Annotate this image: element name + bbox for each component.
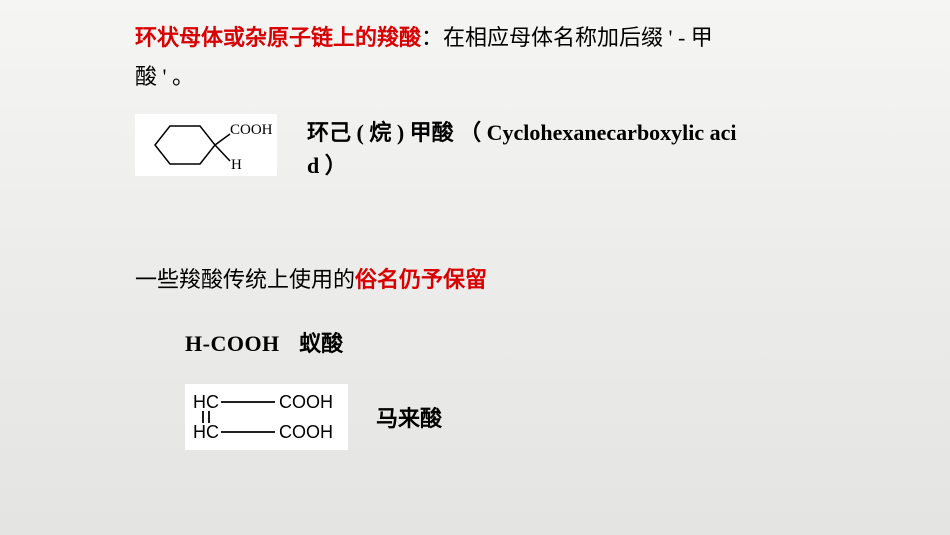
- maleic-cooh-bot: COOH: [279, 422, 333, 442]
- label-h: H: [231, 157, 242, 173]
- cyclohexane-name: 环己 ( 烷 ) 甲酸 （ Cyclohexanecarboxylic aci …: [307, 114, 737, 182]
- label-cooh: COOH: [230, 122, 273, 138]
- rule-line-2: 酸 ' 。: [135, 59, 815, 94]
- cyclohexane-name-line2: d ）: [307, 153, 347, 178]
- maleic-name: 马来酸: [376, 401, 442, 433]
- section-trivial-names: 一些羧酸传统上使用的俗名仍予保留 H-COOH 蚁酸 HC HC COOH: [135, 262, 815, 449]
- formic-name: 蚁酸: [299, 331, 343, 356]
- cyclohexane-name-line1: 环己 ( 烷 ) 甲酸 （ Cyclohexanecarboxylic aci: [307, 120, 737, 145]
- cyclohexane-structure: COOH H: [135, 114, 277, 176]
- formic-formula: H-COOH: [185, 331, 280, 356]
- maleic-hc-bot: HC: [193, 422, 219, 442]
- trivial-intro-red: 俗名仍予保留: [355, 267, 487, 292]
- slide-content: 环状母体或杂原子链上的羧酸：在相应母体名称加后缀 ' - 甲 酸 ' 。 COO…: [0, 0, 950, 450]
- formic-row: H-COOH 蚁酸: [185, 326, 815, 358]
- maleic-svg: HC HC COOH COOH: [185, 384, 348, 450]
- rule-prefix: 环状母体或杂原子链上的羧酸: [135, 25, 421, 50]
- rule-line-1: 环状母体或杂原子链上的羧酸：在相应母体名称加后缀 ' - 甲: [135, 20, 815, 55]
- trivial-intro-black: 一些羧酸传统上使用的: [135, 267, 355, 292]
- maleic-row: HC HC COOH COOH 马来酸: [185, 384, 815, 450]
- maleic-structure: HC HC COOH COOH: [185, 384, 348, 450]
- rule-rest1: ：在相应母体名称加后缀 ' - 甲: [421, 25, 713, 50]
- cyclohexane-svg: COOH H: [135, 114, 277, 176]
- bond-h: [215, 145, 230, 161]
- hexagon-ring: [155, 126, 215, 164]
- maleic-cooh-top: COOH: [279, 392, 333, 412]
- bond-cooh: [215, 134, 230, 145]
- cyclohexane-row: COOH H 环己 ( 烷 ) 甲酸 （ Cyclohexanecarboxyl…: [135, 114, 815, 182]
- trivial-intro: 一些羧酸传统上使用的俗名仍予保留: [135, 262, 815, 297]
- maleic-hc-top: HC: [193, 392, 219, 412]
